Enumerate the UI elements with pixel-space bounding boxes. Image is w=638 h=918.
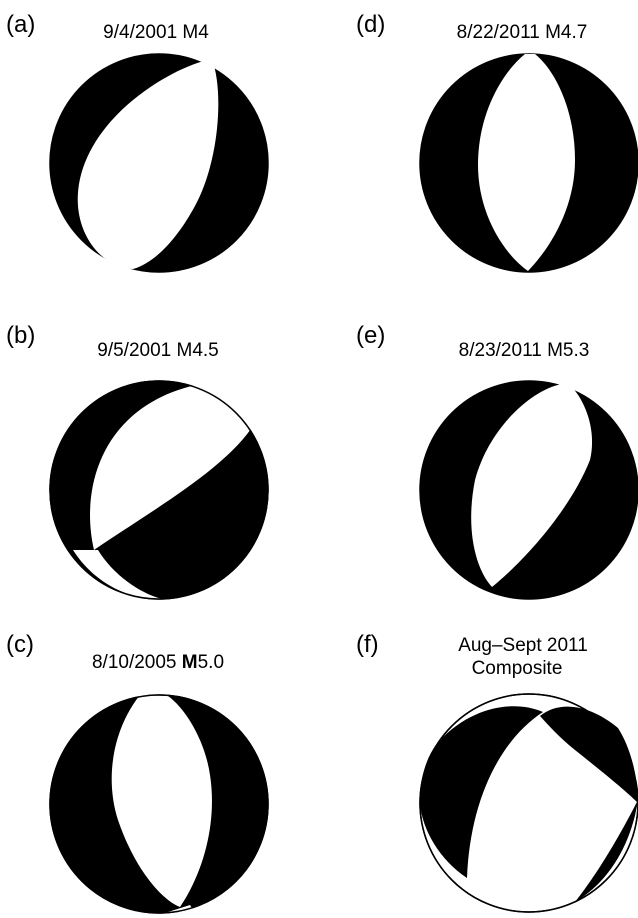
panel-letter: (d)	[356, 11, 385, 38]
panel-f: (f) Aug–Sept 2011 Composite	[356, 631, 638, 913]
panel-title: 9/5/2001 M4.5	[97, 340, 218, 361]
panel-title: Aug–Sept 2011	[458, 635, 588, 656]
panel-letter: (a)	[6, 11, 35, 38]
panel-letter: (b)	[6, 322, 35, 349]
panel-letter: (c)	[6, 631, 34, 658]
panel-title: 8/22/2011 M4.7	[457, 22, 588, 43]
panel-title: 8/10/2005 M5.0	[92, 652, 224, 673]
beachball-a	[49, 53, 269, 273]
panel-letter: (e)	[356, 322, 385, 349]
beachball-outline	[419, 693, 638, 913]
beachball-dilatational-lobe	[90, 383, 262, 550]
panel-e: (e) 8/23/2011 M5.3	[356, 322, 638, 600]
beachball-dilatational-lobe	[168, 905, 195, 912]
panel-d: (d) 8/22/2011 M4.7	[356, 11, 638, 273]
beachball-f	[419, 693, 638, 913]
panel-title-line2: Composite	[472, 658, 563, 679]
beachball-dilatational-lobe	[111, 695, 212, 907]
beachball-compressional-lobe	[420, 706, 543, 878]
beachball-dilatational-lobe	[478, 54, 575, 271]
beachball-dilatational-lobe	[77, 59, 219, 269]
beachball-d	[419, 53, 638, 273]
beachball-b	[49, 380, 269, 600]
beachball-compressional-lobe	[540, 706, 638, 803]
panel-b: (b) 9/5/2001 M4.5	[6, 322, 269, 600]
panel-title: 8/23/2011 M5.3	[459, 340, 590, 361]
beachball-c	[49, 694, 269, 914]
beachball-e	[419, 380, 638, 600]
panel-a: (a) 9/4/2001 M4	[6, 11, 269, 273]
beachball-dilatational-lobe	[73, 550, 162, 600]
panel-c: (c) 8/10/2005 M5.0	[6, 631, 269, 914]
panel-letter: (f)	[356, 631, 379, 658]
beachball-dilatational-lobe	[471, 384, 593, 587]
beachball-outline	[49, 380, 269, 600]
panel-title: 9/4/2001 M4	[103, 22, 209, 43]
beachball-outline	[49, 694, 269, 914]
